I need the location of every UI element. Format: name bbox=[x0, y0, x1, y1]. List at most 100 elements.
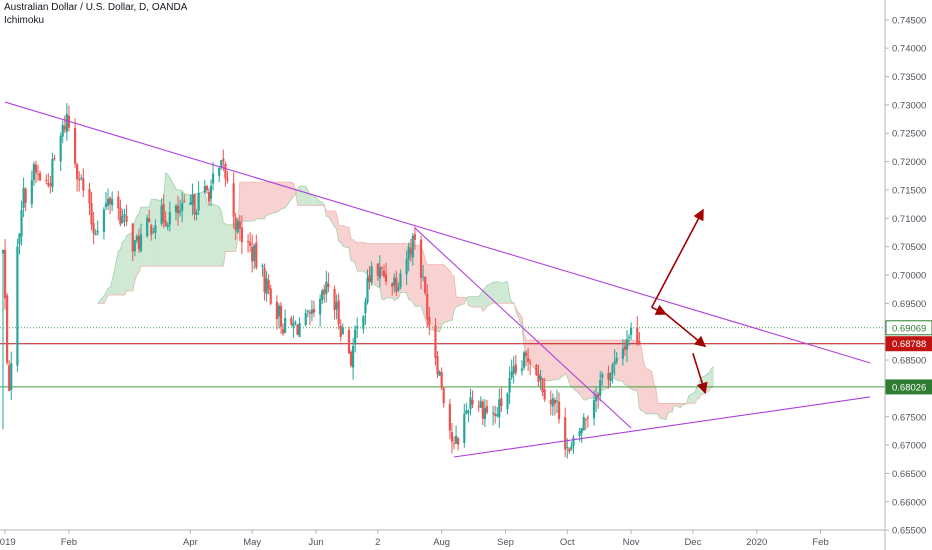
candle-body bbox=[522, 352, 526, 368]
candle-body bbox=[255, 242, 258, 268]
candle-body bbox=[570, 446, 573, 450]
candle-body bbox=[370, 266, 373, 283]
y-tick-label: 0.73000 bbox=[892, 100, 926, 111]
cloud-segment bbox=[262, 182, 265, 219]
candle-body bbox=[506, 393, 509, 409]
cloud-segment bbox=[709, 368, 712, 391]
candle-body bbox=[364, 301, 367, 314]
candle-body bbox=[191, 194, 194, 205]
candle-body bbox=[520, 368, 524, 371]
candle-body bbox=[123, 214, 126, 217]
candle-body bbox=[599, 379, 602, 396]
candle-body bbox=[224, 163, 227, 179]
cloud-segment bbox=[252, 182, 255, 221]
cloud-segment bbox=[711, 366, 714, 388]
price-label-box bbox=[885, 320, 932, 336]
candle-body bbox=[238, 221, 241, 229]
candle-body bbox=[195, 211, 198, 215]
candle-body bbox=[220, 160, 223, 168]
candle-body bbox=[10, 363, 13, 390]
candle-body bbox=[627, 336, 631, 338]
candle-body bbox=[337, 300, 340, 325]
candle-body bbox=[510, 371, 513, 378]
price-label-text: 0.68788 bbox=[892, 339, 926, 350]
candle-body bbox=[572, 437, 575, 447]
cloud-segment bbox=[270, 182, 278, 214]
x-tick-label: Nov bbox=[623, 537, 640, 548]
y-tick-label: 0.70000 bbox=[892, 271, 926, 282]
candle-body bbox=[139, 234, 143, 252]
candle-body bbox=[440, 372, 443, 388]
cloud-segment bbox=[538, 340, 541, 376]
candle-body bbox=[16, 246, 19, 366]
cloud-segment bbox=[670, 403, 673, 412]
cloud-segment bbox=[239, 182, 243, 225]
candle-body bbox=[265, 278, 268, 295]
candle-body bbox=[76, 164, 79, 180]
candle-body bbox=[183, 201, 186, 203]
candle-body bbox=[92, 223, 95, 234]
candle-body bbox=[82, 178, 85, 191]
cloud-segment bbox=[309, 194, 313, 206]
cloud-segment bbox=[666, 403, 669, 420]
cloud-segment bbox=[435, 264, 438, 331]
projection-arrow bbox=[692, 353, 708, 395]
cloud-segment bbox=[342, 225, 350, 249]
candle-body bbox=[162, 203, 165, 222]
candle-body bbox=[292, 323, 295, 328]
cloud-segment bbox=[497, 281, 500, 304]
candle-body bbox=[207, 191, 211, 202]
candle-body bbox=[253, 245, 256, 261]
cloud-segment bbox=[184, 193, 191, 267]
trendlines[interactable] bbox=[4, 101, 871, 458]
candle-body bbox=[347, 329, 351, 354]
x-tick-label: Aug bbox=[433, 537, 450, 548]
candle-body bbox=[279, 305, 283, 327]
candle-body bbox=[376, 263, 379, 276]
candle-body bbox=[477, 406, 480, 408]
candle-body bbox=[450, 432, 454, 442]
candle-body bbox=[551, 398, 554, 407]
candle-body bbox=[47, 182, 50, 186]
cloud-segment bbox=[437, 264, 440, 333]
cloud-segment bbox=[268, 182, 272, 215]
cloud-segment bbox=[495, 281, 498, 304]
y-tick-label: 0.66500 bbox=[892, 469, 926, 480]
cloud-segment bbox=[120, 241, 123, 296]
candle-body bbox=[133, 240, 136, 252]
cloud-segment bbox=[134, 215, 138, 281]
candle-body bbox=[609, 372, 612, 382]
y-tick-label: 0.70500 bbox=[892, 242, 926, 253]
cloud-segment bbox=[559, 340, 566, 380]
cloud-segment bbox=[281, 182, 284, 210]
cloud-segment bbox=[499, 282, 502, 304]
cloud-segment bbox=[550, 340, 554, 381]
candle-body bbox=[181, 203, 184, 211]
candle-body bbox=[391, 283, 394, 287]
cloud-segment bbox=[472, 296, 480, 308]
cloud-segment bbox=[264, 182, 268, 219]
cloud-segment bbox=[151, 199, 154, 267]
candle-body bbox=[65, 113, 68, 133]
trendline bbox=[4, 101, 871, 364]
cloud-segment bbox=[108, 287, 111, 296]
cloud-segment bbox=[542, 340, 546, 381]
candle-body bbox=[463, 413, 466, 444]
cloud-segment bbox=[639, 341, 642, 411]
cloud-segment bbox=[478, 294, 482, 308]
candle-body bbox=[131, 223, 134, 252]
candle-body bbox=[78, 178, 81, 181]
candle-body bbox=[203, 186, 206, 193]
candle-body bbox=[465, 410, 468, 414]
candle-body bbox=[152, 231, 155, 233]
x-tick-label: 2020 bbox=[746, 537, 767, 548]
candle-body bbox=[469, 397, 472, 410]
candle-body bbox=[378, 266, 381, 279]
candle-body bbox=[351, 346, 355, 368]
cloud-segment bbox=[198, 190, 206, 267]
y-tick-label: 0.74500 bbox=[892, 15, 926, 26]
candle-body bbox=[442, 387, 445, 404]
cloud-segment bbox=[163, 172, 167, 267]
cloud-segment bbox=[470, 296, 473, 308]
